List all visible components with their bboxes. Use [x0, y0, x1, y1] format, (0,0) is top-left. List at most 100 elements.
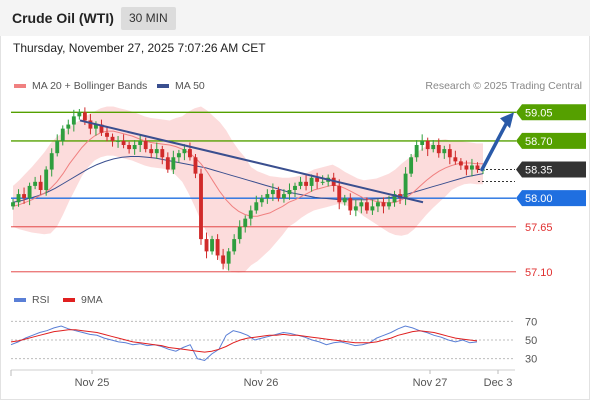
candle-body [215, 239, 220, 256]
candle-body [359, 202, 364, 207]
projection-arrow-shaft [480, 118, 510, 172]
candle-body [320, 181, 325, 183]
ma9-line [10, 329, 478, 353]
candle-body [276, 190, 281, 199]
candle-body [442, 149, 447, 154]
legend-ma50: MA 50 [157, 80, 205, 92]
candle-body [193, 157, 198, 174]
candle-body [182, 149, 187, 154]
price-label-58-00: 58.00 [525, 193, 553, 205]
candle-body [464, 165, 469, 170]
candle-body [403, 173, 408, 199]
rsi-tick-30: 30 [525, 354, 537, 366]
candle-body [447, 149, 452, 158]
candle-body [237, 226, 242, 240]
candle-body [315, 177, 320, 182]
candle-body [110, 136, 115, 141]
candle-body [199, 173, 203, 240]
x-tick-label: Nov 26 [244, 377, 279, 389]
candle-body [11, 202, 15, 207]
price-label-58-70: 58.70 [525, 136, 553, 148]
chart-header: Crude Oil (WTI) 30 MIN [0, 0, 590, 36]
candle-body [243, 218, 248, 227]
candle-body [49, 153, 54, 170]
price-label-59-05: 59.05 [525, 107, 553, 119]
price-badge-59-05 [516, 104, 586, 121]
candle-body [99, 124, 104, 133]
candle-body [309, 177, 314, 186]
candle-body [425, 140, 430, 150]
candle-body [171, 157, 176, 170]
candle-body [431, 145, 436, 150]
candle-body [44, 169, 49, 190]
candle-body [154, 149, 159, 154]
rsi-label: RSI [32, 294, 50, 306]
timeframe-badge[interactable]: 30 MIN [121, 7, 176, 30]
candle-body [138, 140, 143, 145]
candle-body [304, 181, 308, 186]
x-tick-label: Dec 3 [484, 377, 513, 389]
candle-body [409, 157, 414, 174]
downtrend-line [79, 119, 424, 204]
instrument-title: Crude Oil (WTI) [12, 10, 114, 26]
candle-body [348, 198, 353, 211]
x-tick-label: Nov 25 [75, 377, 110, 389]
ma9-label: 9MA [81, 294, 103, 306]
candle-body [165, 157, 170, 170]
candle-body [353, 206, 358, 211]
legend-rsi: RSI [14, 294, 50, 306]
candle-body [254, 202, 259, 211]
candle-body [387, 202, 391, 207]
candle-body [226, 251, 231, 264]
candle-body [82, 112, 87, 121]
candle-body [293, 185, 297, 190]
candle-body [94, 124, 98, 129]
candle-body [298, 181, 303, 186]
price-label-57-10: 57.10 [525, 267, 553, 279]
candle-body [458, 161, 463, 166]
candle-body [38, 181, 43, 190]
candle-body [381, 202, 386, 207]
candle-body [132, 145, 137, 150]
candle-body [265, 194, 270, 199]
ma50-label: MA 50 [175, 80, 205, 92]
candle-body [470, 165, 474, 170]
candle-body [33, 181, 38, 186]
price-badge-58-35 [516, 161, 586, 178]
candle-body [27, 185, 32, 199]
candle-body [420, 140, 425, 145]
legend-9ma: 9MA [63, 294, 103, 306]
candle-body [160, 149, 165, 158]
candle-body [116, 140, 120, 142]
candle-body [88, 120, 93, 129]
candle-body [188, 149, 192, 158]
rsi-tick-50: 50 [525, 335, 537, 347]
candle-body [364, 202, 369, 211]
candle-body [105, 132, 109, 137]
candle-body [71, 116, 76, 125]
candle-body [376, 202, 380, 207]
candle-body [287, 190, 292, 195]
candle-body [282, 194, 286, 199]
rsi-swatch [14, 298, 26, 302]
price-label-58-35: 58.35 [525, 165, 553, 177]
candle-body [414, 145, 419, 158]
candle-body [210, 239, 214, 252]
candle-body [55, 140, 60, 154]
candle-body [176, 153, 181, 158]
candle-body [60, 128, 65, 141]
candle-body [127, 145, 132, 150]
ma50-swatch [157, 84, 169, 88]
candle-body [204, 239, 209, 252]
candle-body [66, 124, 71, 129]
candle-body [221, 255, 226, 264]
bollinger-band [13, 106, 483, 273]
candle-body [436, 145, 441, 154]
candle-body [232, 239, 237, 252]
candle-body [392, 194, 397, 203]
projection-arrow-head [500, 112, 514, 129]
candle-body [22, 194, 26, 199]
x-tick-label: Nov 27 [413, 377, 448, 389]
ma9-swatch [63, 298, 75, 302]
